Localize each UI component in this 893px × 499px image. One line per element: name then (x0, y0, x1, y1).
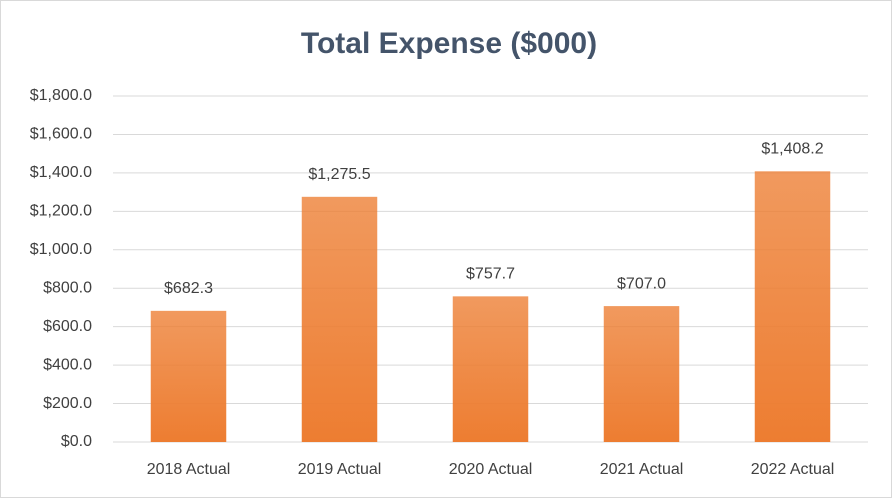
bar (754, 171, 831, 442)
data-label: $757.7 (466, 266, 515, 283)
bar (301, 196, 378, 442)
y-tick-label: $0.0 (61, 433, 92, 450)
bar (150, 310, 227, 442)
x-tick-label: 2020 Actual (449, 461, 533, 478)
chart-title: Total Expense ($000) (301, 27, 597, 60)
x-tick-label: 2019 Actual (298, 461, 382, 478)
y-tick-label: $200.0 (43, 395, 92, 412)
data-label: $1,275.5 (308, 166, 370, 183)
y-tick-label: $1,600.0 (30, 126, 92, 143)
y-tick-label: $400.0 (43, 356, 92, 373)
y-tick-label: $1,200.0 (30, 203, 92, 220)
x-tick-label: 2022 Actual (751, 461, 835, 478)
bar (452, 296, 529, 442)
y-tick-label: $1,000.0 (30, 241, 92, 258)
y-tick-label: $1,400.0 (30, 164, 92, 181)
data-label: $1,408.2 (761, 141, 823, 158)
data-label: $682.3 (164, 280, 213, 297)
y-tick-label: $600.0 (43, 318, 92, 335)
bar (603, 306, 680, 442)
y-tick-label: $1,800.0 (30, 87, 92, 104)
x-tick-label: 2021 Actual (600, 461, 684, 478)
x-tick-label: 2018 Actual (147, 461, 231, 478)
y-tick-label: $800.0 (43, 279, 92, 296)
data-label: $707.0 (617, 275, 666, 292)
